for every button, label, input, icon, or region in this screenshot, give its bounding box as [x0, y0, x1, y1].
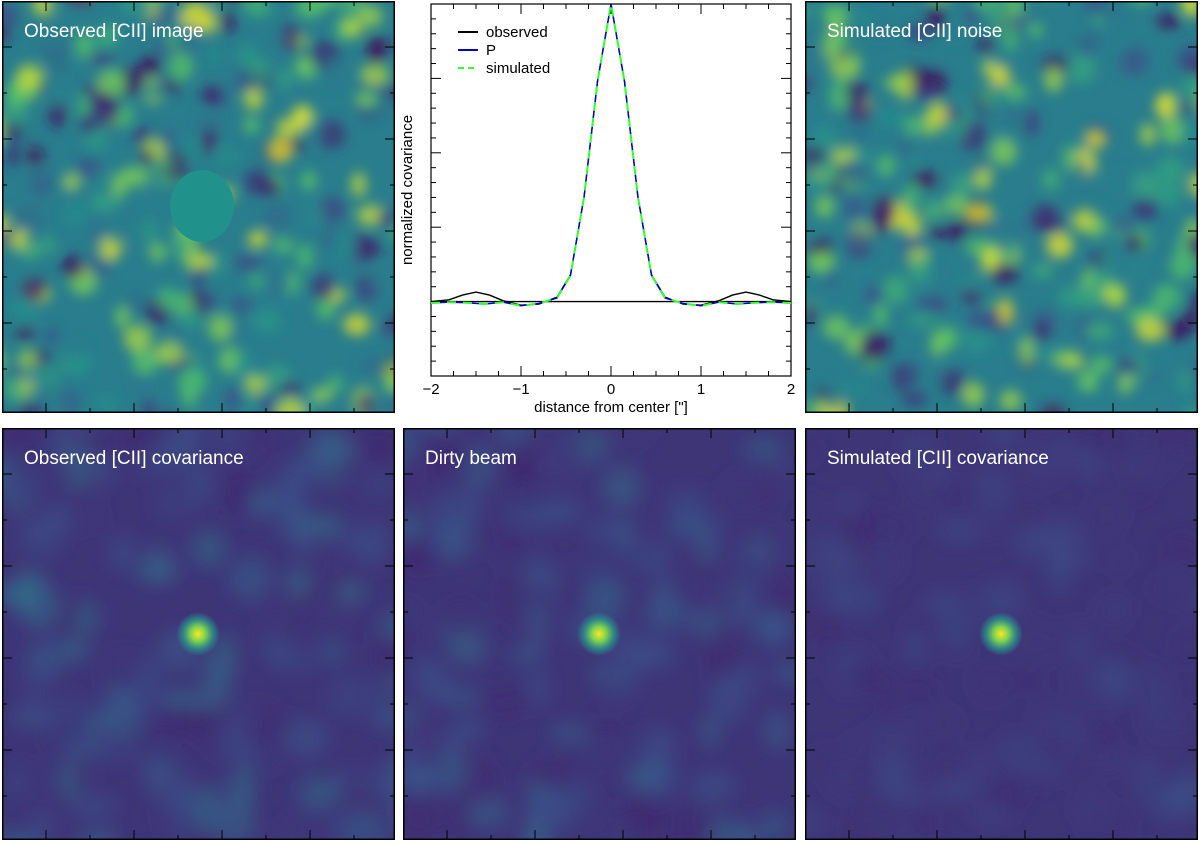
simulated-covariance-panel: Simulated [CII] covariance	[805, 428, 1198, 840]
observed-image-panel: Observed [CII] image	[2, 1, 395, 413]
simulated-noise-label: Simulated [CII] noise	[827, 21, 1003, 42]
x-tick-label: −1	[512, 381, 529, 398]
legend-label: observed	[486, 24, 548, 41]
dirty-beam-map	[403, 428, 796, 840]
observed-image-label: Observed [CII] image	[24, 21, 204, 42]
observed-covariance-panel: Observed [CII] covariance	[2, 428, 395, 840]
simulated-noise-map	[805, 1, 1198, 413]
x-tick-label: 1	[697, 381, 705, 398]
dirty-beam-label: Dirty beam	[425, 448, 517, 469]
observed-image-map	[2, 1, 395, 413]
simulated-noise-panel: Simulated [CII] noise	[805, 1, 1198, 413]
observed-covariance-frame	[2, 428, 395, 840]
observed-image-frame	[2, 1, 395, 413]
observed-covariance-map	[2, 428, 395, 840]
x-tick-label: 0	[607, 381, 615, 398]
simulated-covariance-label: Simulated [CII] covariance	[827, 448, 1049, 469]
covariance-profile-chart: −2 −1 0 1 2 distance from center ["] normalize…	[399, 3, 795, 416]
dirty-beam-frame	[403, 428, 796, 840]
simulated-covariance-map	[805, 428, 1198, 840]
y-axis-label: normalized covariance	[399, 115, 416, 265]
x-axis-label: distance from center ["]	[534, 399, 688, 416]
simulated-noise-frame	[805, 1, 1198, 413]
simulated-covariance-frame	[805, 428, 1198, 840]
plot-frame	[430, 3, 792, 377]
legend-label: P	[486, 42, 496, 59]
x-tick-label: 2	[787, 381, 795, 398]
series-line-simulated	[430, 3, 792, 307]
observed-covariance-label: Observed [CII] covariance	[24, 448, 244, 469]
x-tick-label: −2	[422, 381, 439, 398]
dirty-beam-panel: Dirty beam	[403, 428, 796, 840]
legend-label: simulated	[486, 60, 550, 77]
